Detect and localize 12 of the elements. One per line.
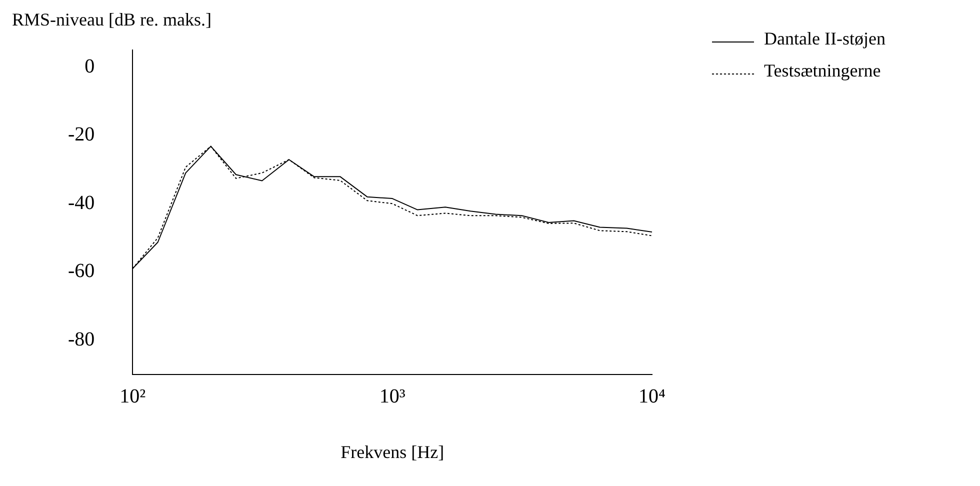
x-tick-label: 10² [120, 386, 146, 408]
y-tick-label: -40 [68, 192, 95, 214]
x-tick-label: 10³ [379, 386, 406, 408]
x-axis-title: Frekvens [Hz] [340, 442, 444, 462]
y-tick-label: 0 [84, 55, 95, 78]
y-axis-title: RMS-niveau [dB re. maks.] [12, 10, 212, 30]
x-tick-label: 10⁴ [638, 386, 666, 408]
legend-label: Testsætningerne [764, 60, 881, 81]
legend-label: Dantale II-støjen [764, 28, 886, 49]
y-tick-label: -80 [68, 328, 95, 351]
y-tick-label: -60 [68, 260, 95, 282]
y-tick-label: -20 [68, 124, 95, 146]
